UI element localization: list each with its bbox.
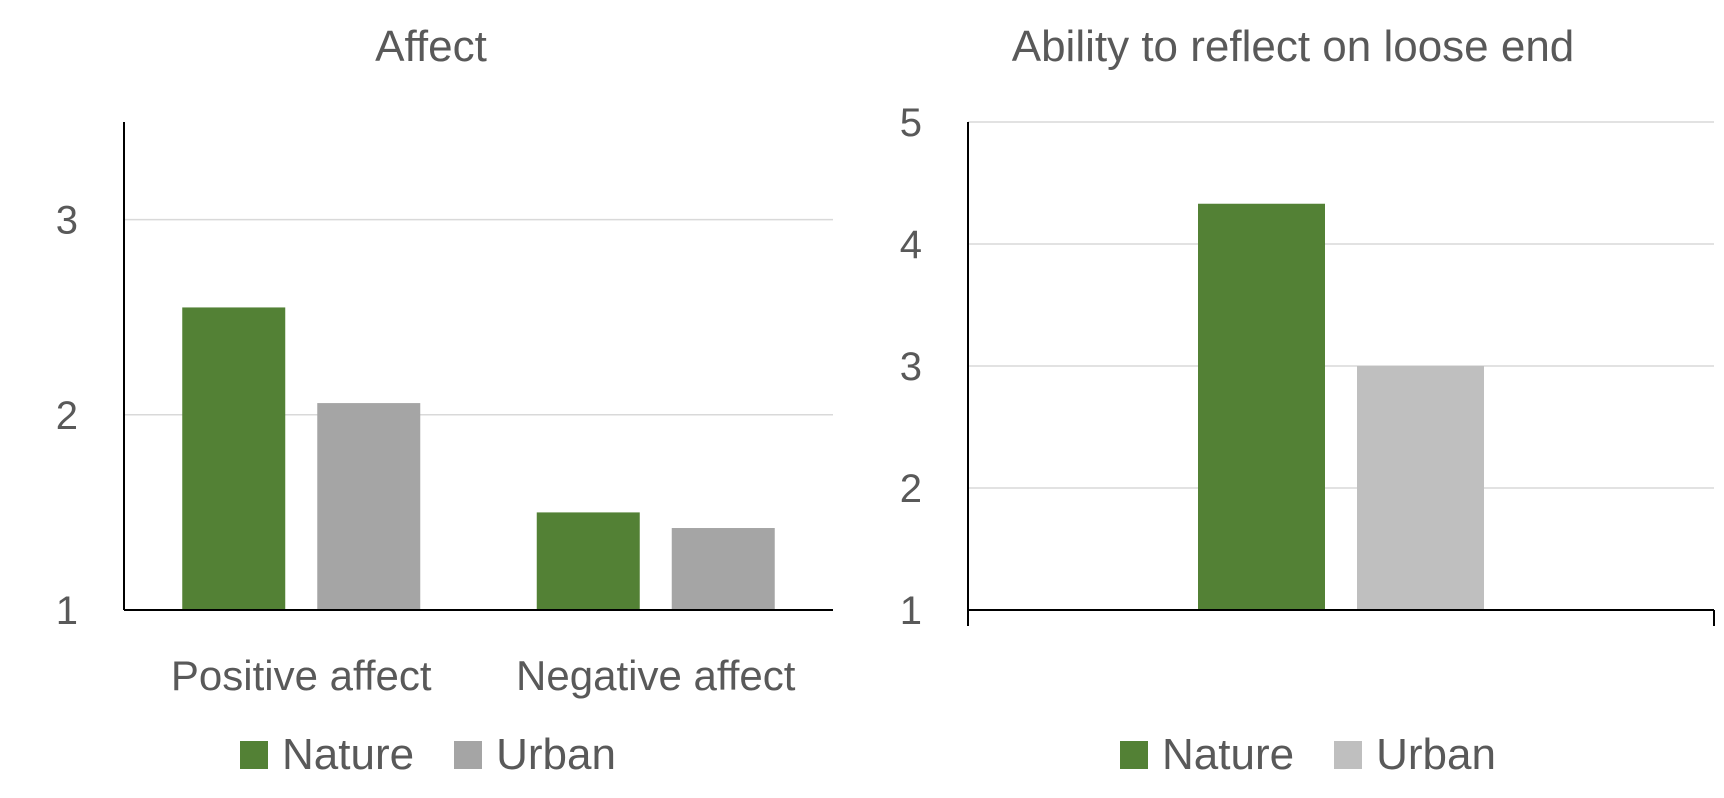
bar-nature-positive-affect — [182, 307, 286, 610]
bar-urban-value — [1357, 366, 1484, 610]
chart-plot-reflect: 1 2 3 4 5 — [900, 101, 1715, 633]
chart-panel-affect: Affect 1 2 3 Positive affect Negative affect… — [56, 22, 833, 780]
chart-legend: Nature Urban — [1120, 730, 1536, 780]
bar-nature-negative-affect — [536, 512, 640, 610]
legend-item-urban: Urban — [454, 730, 616, 780]
legend-label: Urban — [1376, 730, 1496, 779]
y-tick-label: 1 — [900, 589, 922, 633]
y-tick-label: 1 — [56, 589, 78, 633]
y-tick-label: 2 — [900, 467, 922, 511]
bar-urban-positive-affect — [317, 403, 421, 610]
legend-label: Nature — [1162, 730, 1295, 779]
chart-legend: Nature Urban — [240, 730, 656, 780]
legend-item-nature: Nature — [240, 730, 414, 780]
legend-swatch — [1334, 741, 1363, 769]
x-category-label: Negative affect — [516, 652, 796, 699]
legend-item-urban: Urban — [1334, 730, 1496, 780]
legend-label: Nature — [282, 730, 415, 779]
bar-urban-negative-affect — [671, 528, 775, 610]
chart-title: Affect — [375, 22, 487, 71]
bar-nature-value — [1198, 203, 1325, 611]
y-tick-label: 5 — [900, 101, 922, 145]
x-category-label: Positive affect — [171, 652, 432, 699]
y-tick-label: 3 — [900, 345, 922, 389]
y-tick-label: 4 — [900, 223, 922, 267]
chart-plot-affect: 1 2 3 Positive affect Negative affect — [56, 122, 833, 699]
y-tick-label: 3 — [56, 199, 78, 243]
y-tick-label: 2 — [56, 394, 78, 438]
chart-panel-reflect: Ability to reflect on loose end 1 2 3 4 5 Na… — [862, 0, 1724, 798]
legend-swatch — [1120, 741, 1148, 769]
chart-title: Ability to reflect on loose end — [1011, 22, 1575, 71]
legend-swatch — [240, 741, 268, 769]
legend-label: Urban — [496, 730, 616, 779]
legend-item-nature: Nature — [1120, 730, 1294, 780]
legend-swatch — [454, 741, 483, 769]
